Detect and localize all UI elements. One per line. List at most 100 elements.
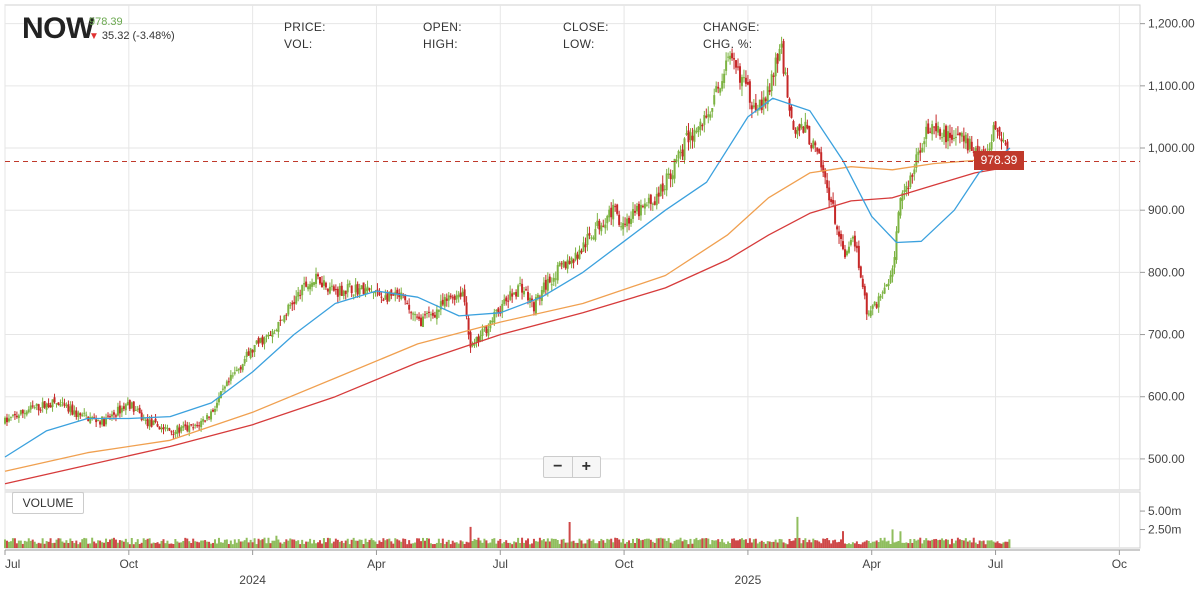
candle-body bbox=[842, 241, 845, 250]
volume-bar bbox=[352, 537, 355, 548]
candle-body bbox=[210, 411, 213, 420]
volume-bar bbox=[635, 538, 638, 548]
volume-bar bbox=[9, 541, 12, 548]
candle-body bbox=[513, 292, 516, 295]
volume-bar bbox=[303, 543, 306, 548]
volume-bar bbox=[511, 544, 514, 548]
volume-bar bbox=[67, 542, 70, 548]
candle-body bbox=[443, 296, 446, 307]
volume-bar bbox=[643, 539, 646, 548]
candle-body bbox=[158, 426, 161, 430]
candle-body bbox=[225, 381, 228, 387]
x-tick-label: 2024 bbox=[239, 573, 266, 587]
candle-body bbox=[110, 414, 113, 417]
volume-bar bbox=[988, 540, 991, 548]
volume-bar bbox=[746, 542, 749, 548]
candle-body bbox=[847, 246, 850, 253]
volume-bar bbox=[568, 522, 571, 548]
volume-bar bbox=[356, 540, 359, 548]
volume-bar bbox=[275, 535, 278, 548]
candle-body bbox=[586, 234, 589, 245]
candle-body bbox=[404, 294, 407, 301]
candle-body bbox=[275, 329, 278, 332]
candle-body bbox=[956, 133, 959, 135]
volume-bar bbox=[398, 540, 401, 548]
x-tick-label: Apr bbox=[367, 557, 386, 571]
candle-body bbox=[57, 402, 60, 405]
volume-bar bbox=[853, 543, 856, 548]
volume-bar bbox=[814, 540, 817, 548]
candle-body bbox=[251, 349, 254, 353]
candle-body bbox=[758, 99, 761, 109]
candle-body bbox=[146, 418, 149, 427]
candle-body bbox=[259, 337, 262, 343]
volume-bar bbox=[760, 540, 763, 548]
volume-bar bbox=[691, 543, 694, 548]
candle-body bbox=[1006, 141, 1009, 161]
volume-bar bbox=[786, 544, 789, 548]
candle-body bbox=[788, 98, 791, 111]
axes: 1,200.00 1,100.00 1,000.00 900.00 800.00 700.… bbox=[4, 17, 1195, 587]
volume-bar bbox=[85, 538, 88, 548]
ma-short-line bbox=[4, 97, 1011, 458]
volume-bar bbox=[982, 540, 985, 548]
volume-bar bbox=[267, 537, 270, 548]
volume-bar bbox=[552, 538, 555, 548]
candle-body bbox=[731, 53, 734, 59]
volume-bar bbox=[614, 537, 617, 548]
candle-body bbox=[624, 223, 627, 225]
volume-bar bbox=[35, 543, 38, 548]
volume-bar bbox=[954, 540, 957, 548]
volume-bar bbox=[414, 542, 417, 548]
candle-body bbox=[338, 285, 341, 296]
volume-bar bbox=[344, 540, 347, 548]
candle-body bbox=[485, 325, 488, 334]
candle-body bbox=[47, 402, 50, 407]
volume-bar bbox=[580, 540, 583, 548]
y-tick-label: 500.00 bbox=[1148, 452, 1185, 466]
volume-bar bbox=[845, 544, 848, 548]
volume-bar bbox=[263, 537, 266, 548]
volume-bar bbox=[847, 543, 850, 548]
candle-body bbox=[721, 81, 724, 89]
volume-bar bbox=[392, 543, 395, 548]
volume-bar bbox=[929, 540, 932, 548]
candle-body bbox=[820, 152, 823, 168]
price-change: ▼ 35.32 (-3.48%) bbox=[89, 30, 175, 42]
candle-body bbox=[626, 218, 629, 227]
volume-bar bbox=[410, 543, 413, 548]
volume-bar bbox=[737, 540, 740, 548]
volume-bar bbox=[31, 539, 34, 548]
zoom-in-button[interactable]: + bbox=[581, 458, 591, 475]
candle-body bbox=[744, 77, 747, 84]
candle-body bbox=[301, 284, 304, 296]
volume-bar bbox=[632, 538, 635, 548]
zoom-out-button[interactable]: − bbox=[544, 457, 573, 477]
candle-body bbox=[83, 412, 86, 414]
candle-body bbox=[921, 147, 924, 152]
candle-body bbox=[362, 282, 365, 294]
volume-bar bbox=[709, 544, 712, 548]
volume-bar bbox=[376, 543, 379, 548]
volume-bar bbox=[903, 542, 906, 548]
volume-bar bbox=[748, 538, 751, 548]
candle-body bbox=[509, 291, 512, 300]
volume-tick-label: 2.50m bbox=[1148, 523, 1181, 537]
volume-bar bbox=[459, 540, 462, 548]
candle-body bbox=[172, 433, 175, 435]
high-label: HIGH: bbox=[423, 37, 458, 51]
volume-bar bbox=[671, 543, 674, 548]
volume-toggle-button[interactable]: VOLUME bbox=[12, 492, 84, 514]
candle-body bbox=[875, 304, 878, 308]
candle-body bbox=[540, 289, 543, 301]
candle-body bbox=[889, 275, 892, 283]
candle-body bbox=[697, 126, 700, 133]
volume-bar bbox=[849, 544, 852, 548]
volume-bar bbox=[235, 542, 238, 548]
volume-bar bbox=[422, 537, 425, 548]
volume-bar bbox=[293, 539, 296, 548]
candle-body bbox=[764, 98, 767, 102]
candle-body bbox=[703, 115, 706, 125]
volume-bar bbox=[87, 543, 90, 548]
